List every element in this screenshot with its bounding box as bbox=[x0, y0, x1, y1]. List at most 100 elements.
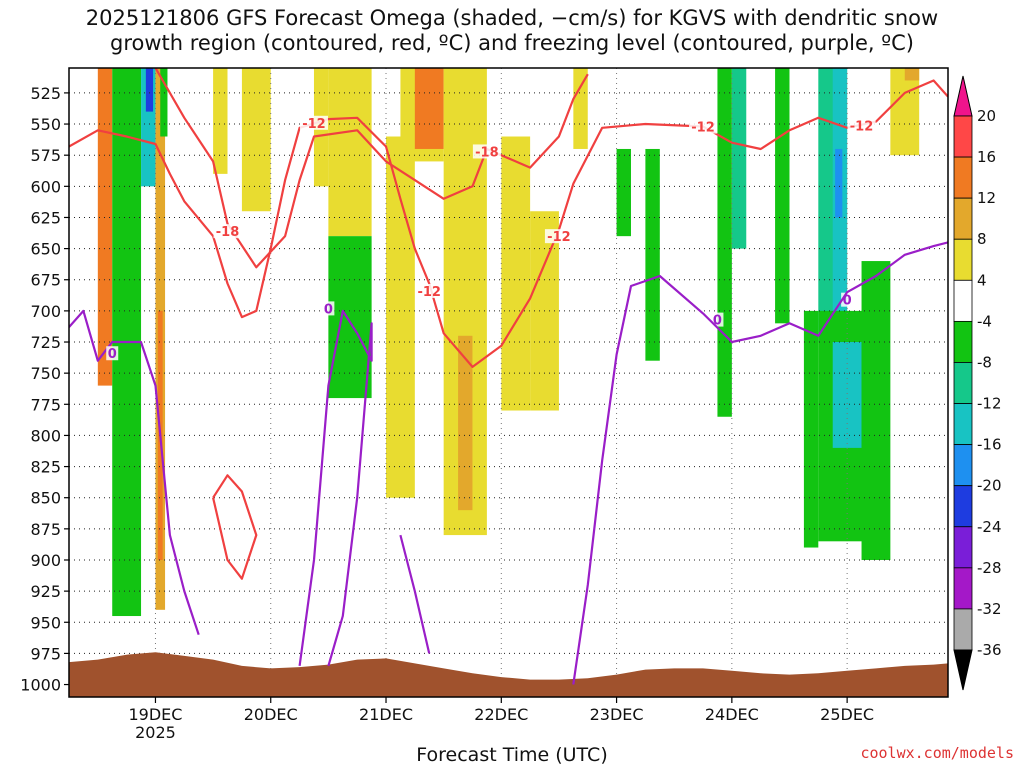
y-tick-label: 825 bbox=[30, 458, 61, 477]
x-tick-label: 21DEC bbox=[359, 705, 413, 724]
y-tick-label: 900 bbox=[30, 551, 61, 570]
contour-label-bg bbox=[299, 115, 328, 130]
y-tick-label: 925 bbox=[30, 582, 61, 601]
contour-label: 0 bbox=[324, 302, 333, 317]
x-tick-label: 20DEC bbox=[244, 705, 298, 724]
omega-region bbox=[890, 68, 920, 156]
contour-label: -12 bbox=[302, 117, 326, 132]
colorbar-label: 20 bbox=[977, 107, 996, 125]
chart-title: 2025121806 GFS Forecast Omega (shaded, −… bbox=[0, 6, 1024, 56]
contours: -12 -12 -12 -12 -12 -18 -18 0 0 0 0 bbox=[69, 68, 948, 685]
colorbar-label: -28 bbox=[977, 559, 1002, 577]
omega-region bbox=[775, 68, 790, 324]
colorbar-top-arrow bbox=[953, 75, 973, 117]
omega-region bbox=[904, 68, 920, 81]
y-tick-label: 550 bbox=[30, 115, 61, 134]
contour-label-bg bbox=[689, 119, 718, 134]
omega-region bbox=[328, 236, 372, 399]
terrain-fill bbox=[69, 652, 948, 697]
contour-label: -18 bbox=[216, 225, 240, 240]
y-tick-label: 775 bbox=[30, 395, 61, 414]
omega-region bbox=[835, 148, 843, 218]
colorbar-label: -32 bbox=[977, 600, 1002, 618]
x-tick-label: 22DEC bbox=[474, 705, 528, 724]
y-tick-label: 575 bbox=[30, 146, 61, 165]
colorbar: 20 16 12 8 4 -4 -8 -12 -16 -20 -24 -28 -32 -36 bbox=[953, 75, 1002, 691]
y-tick-label: 725 bbox=[30, 333, 61, 352]
contour-label: 0 bbox=[843, 294, 852, 309]
x-tick-label: 19DEC bbox=[128, 705, 182, 724]
y-tick-label: 525 bbox=[30, 84, 61, 103]
omega-region bbox=[861, 261, 891, 560]
title-line-2: growth region (contoured, red, ºC) and f… bbox=[110, 31, 914, 55]
contour-line bbox=[69, 309, 200, 636]
contour-label-bg bbox=[213, 224, 242, 239]
contour-label: -12 bbox=[547, 230, 571, 245]
colorbar-swatch bbox=[953, 485, 973, 528]
contour-label-bg bbox=[106, 346, 119, 361]
contour-label-bg bbox=[322, 301, 335, 316]
colorbar-bottom-arrow bbox=[953, 649, 973, 691]
y-tick-label: 800 bbox=[30, 426, 61, 445]
contour-label: -12 bbox=[691, 121, 715, 136]
colorbar-label: -36 bbox=[977, 641, 1002, 659]
colorbar-label: -16 bbox=[977, 436, 1002, 454]
omega-region bbox=[501, 136, 531, 411]
x-axis-label: Forecast Time (UTC) bbox=[416, 744, 608, 766]
y-tick-label: 675 bbox=[30, 271, 61, 290]
omega-region bbox=[97, 68, 113, 386]
contour-line bbox=[154, 68, 589, 269]
colorbar-swatch bbox=[953, 238, 973, 281]
colorbar-swatch bbox=[953, 567, 973, 610]
colorbar-label: -12 bbox=[977, 395, 1002, 413]
y-tick-label: 950 bbox=[30, 613, 61, 632]
title-line-1: 2025121806 GFS Forecast Omega (shaded, −… bbox=[85, 6, 939, 30]
omega-region bbox=[160, 68, 168, 137]
contour-line bbox=[212, 474, 258, 580]
contour-label-bg bbox=[544, 229, 573, 244]
omega-region bbox=[616, 148, 631, 237]
omega-region bbox=[573, 68, 588, 149]
contour-label-bg bbox=[472, 144, 501, 159]
omega-region bbox=[241, 68, 271, 212]
omega-region bbox=[328, 68, 372, 237]
x-tick-sublabel: 2025 bbox=[135, 723, 176, 742]
contour-line bbox=[572, 241, 948, 685]
plot-border bbox=[68, 67, 949, 698]
omega-region bbox=[414, 68, 444, 149]
y-tick-label: 975 bbox=[30, 644, 61, 663]
contour-label-bg bbox=[711, 312, 724, 327]
y-tick-label: 875 bbox=[30, 520, 61, 539]
contour-label: -18 bbox=[475, 145, 499, 160]
plot-frame bbox=[68, 67, 949, 698]
y-tick-label: 650 bbox=[30, 240, 61, 259]
contour-line bbox=[298, 309, 373, 667]
y-axis-ticks: 525 550 575 600 625 650 675 700 725 750 775 800 825 8… bbox=[20, 84, 69, 695]
omega-region bbox=[717, 68, 732, 417]
contour-label: 0 bbox=[713, 314, 722, 329]
colorbar-label: -4 bbox=[977, 312, 992, 330]
x-tick-label: 23DEC bbox=[590, 705, 644, 724]
contour-label: -12 bbox=[850, 119, 874, 134]
y-tick-label: 625 bbox=[30, 208, 61, 227]
omega-region bbox=[145, 68, 154, 112]
contour-line bbox=[399, 534, 431, 654]
colorbar-label: -8 bbox=[977, 353, 992, 371]
colorbar-label: -24 bbox=[977, 518, 1002, 536]
omega-region bbox=[213, 68, 228, 174]
contour-label-bg bbox=[415, 283, 444, 298]
credit-text: coolwx.com/models bbox=[860, 744, 1014, 762]
contour-line bbox=[69, 79, 948, 368]
colorbar-swatch bbox=[953, 526, 973, 569]
colorbar-label: 16 bbox=[977, 148, 996, 166]
y-tick-label: 850 bbox=[30, 489, 61, 508]
omega-region bbox=[458, 335, 473, 511]
colorbar-swatch bbox=[953, 156, 973, 199]
contour-label: -12 bbox=[417, 285, 441, 300]
colorbar-swatch bbox=[953, 403, 973, 446]
y-tick-label: 750 bbox=[30, 364, 61, 383]
colorbar-swatch bbox=[953, 444, 973, 487]
omega-region bbox=[645, 148, 660, 361]
omega-region bbox=[832, 342, 862, 448]
